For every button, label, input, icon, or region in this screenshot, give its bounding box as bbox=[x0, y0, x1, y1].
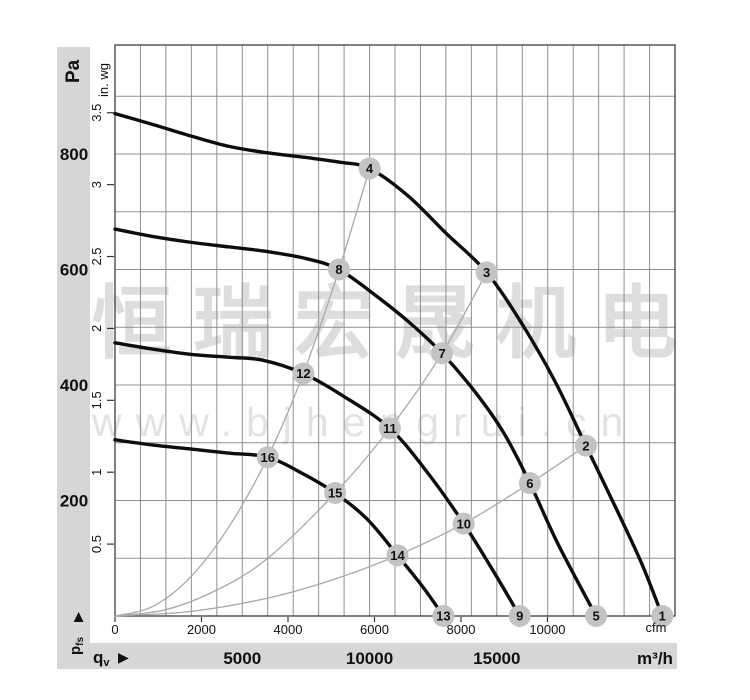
curve-marker-11: 11 bbox=[378, 417, 401, 440]
curve-marker-2: 2 bbox=[574, 434, 597, 457]
inwg-tick-label: 2 bbox=[89, 325, 104, 332]
pfs-arrow-icon: ▶ bbox=[70, 612, 85, 622]
m3h-tick-label: 5000 bbox=[223, 649, 261, 668]
curve-marker-3: 3 bbox=[475, 261, 498, 284]
curve-marker-label: 13 bbox=[436, 609, 450, 624]
qv-arrow-icon: ▶ bbox=[118, 649, 129, 665]
left-unit-band bbox=[57, 47, 90, 669]
m3h-tick-label: 10000 bbox=[346, 649, 393, 668]
cfm-tick-label: 10000 bbox=[529, 622, 565, 637]
curve-marker-4: 4 bbox=[358, 157, 381, 180]
curve-marker-12: 12 bbox=[292, 362, 315, 385]
curve-marker-label: 2 bbox=[582, 438, 589, 453]
cfm-tick-label: 4000 bbox=[274, 622, 303, 637]
inwg-tick-label: 2.5 bbox=[89, 247, 104, 265]
curve-marker-circle bbox=[585, 605, 608, 627]
curve-marker-label: 15 bbox=[328, 486, 342, 501]
curve-marker-circle bbox=[508, 605, 531, 627]
curve-marker-label: 3 bbox=[483, 265, 490, 280]
curve-marker-label: 16 bbox=[260, 450, 274, 465]
pa-tick-label: 600 bbox=[60, 261, 88, 280]
cfm-tick-label: 6000 bbox=[360, 622, 389, 637]
curve-marker-9: 9 bbox=[508, 605, 531, 627]
inwg-tick-label: 0.5 bbox=[89, 535, 104, 553]
fan-curve-3 bbox=[113, 341, 522, 618]
curve-marker-label: 4 bbox=[366, 161, 374, 176]
curve-marker-circle bbox=[431, 342, 454, 365]
inwg-tick-label: 1 bbox=[89, 469, 104, 476]
curve-marker-label: 8 bbox=[335, 262, 342, 277]
curve-marker-circle bbox=[574, 434, 597, 457]
curve-marker-circle bbox=[386, 544, 409, 567]
curve-marker-15: 15 bbox=[324, 481, 347, 504]
pa-tick-label: 200 bbox=[60, 492, 88, 511]
cfm-tick-label: 8000 bbox=[447, 622, 476, 637]
curve-marker-label: 5 bbox=[592, 609, 599, 624]
curve-marker-circle bbox=[328, 258, 350, 281]
fan-curve-1 bbox=[113, 111, 664, 618]
curve-marker-label: 1 bbox=[659, 609, 666, 624]
curve-marker-circle bbox=[324, 481, 347, 504]
grid-layer bbox=[114, 44, 676, 617]
curve-marker-label: 12 bbox=[296, 366, 310, 381]
system-line-c bbox=[114, 445, 587, 617]
watermark-url-text: www.bjhengrui.cn bbox=[92, 399, 638, 445]
curve-marker-label: 14 bbox=[390, 548, 405, 563]
curve-marker-label: 9 bbox=[516, 609, 523, 624]
fan-curve-4 bbox=[113, 438, 446, 618]
pa-unit-label: Pa bbox=[63, 59, 84, 83]
curve-marker-circle bbox=[256, 446, 279, 469]
curve-marker-circle bbox=[452, 512, 475, 535]
curve-marker-5: 5 bbox=[585, 605, 608, 627]
bottom-unit-band bbox=[57, 643, 677, 669]
curve-marker-label: 11 bbox=[383, 421, 397, 436]
curve-marker-14: 14 bbox=[386, 544, 409, 567]
m3h-unit-label: m³/h bbox=[637, 649, 673, 668]
curve-marker-10: 10 bbox=[452, 512, 475, 535]
qv-axis-label: qv bbox=[93, 648, 110, 669]
inwg-tick-label: 1.5 bbox=[89, 391, 104, 409]
plot-border bbox=[114, 44, 676, 617]
system-lines-layer bbox=[114, 168, 587, 617]
curve-marker-circle bbox=[475, 261, 498, 284]
system-line-b bbox=[114, 272, 488, 617]
curve-marker-circle bbox=[432, 605, 455, 627]
inwg-tick-label: 3.5 bbox=[89, 104, 104, 122]
curve-marker-6: 6 bbox=[518, 472, 541, 495]
m3h-tick-label: 15000 bbox=[473, 649, 520, 668]
curve-marker-16: 16 bbox=[256, 446, 279, 469]
curve-marker-circle bbox=[518, 472, 541, 495]
inwg-tick-label: 3 bbox=[89, 181, 104, 188]
curve-marker-circle bbox=[292, 362, 315, 385]
curve-marker-circle bbox=[651, 605, 674, 627]
curve-marker-label: 7 bbox=[438, 346, 445, 361]
pa-tick-label: 800 bbox=[60, 145, 88, 164]
watermark-chinese-text: 恒瑞宏晟机电 bbox=[92, 279, 698, 368]
cfm-unit-label: cfm bbox=[646, 620, 667, 635]
curve-marker-1: 1 bbox=[651, 605, 674, 627]
curve-marker-label: 10 bbox=[456, 516, 470, 531]
cfm-tick-label: 0 bbox=[111, 622, 118, 637]
fan-curves-layer bbox=[113, 111, 664, 618]
cfm-tick-label: 2000 bbox=[187, 622, 216, 637]
curve-marker-label: 6 bbox=[526, 476, 533, 491]
curve-marker-circle bbox=[378, 417, 401, 440]
tick-layer: 800 600 400 200 3.5 3 2.5 2 1.5 1 0.5 0 2000 4000 6000… bbox=[60, 104, 566, 668]
curve-marker-8: 8 bbox=[328, 258, 350, 281]
curve-marker-circle bbox=[358, 157, 381, 180]
inwg-unit-label: in. wg bbox=[96, 63, 111, 97]
pa-tick-label: 400 bbox=[60, 376, 88, 395]
curve-marker-7: 7 bbox=[431, 342, 454, 365]
pfs-axis-label: pfs bbox=[67, 636, 86, 655]
curve-marker-13: 13 bbox=[432, 605, 455, 627]
